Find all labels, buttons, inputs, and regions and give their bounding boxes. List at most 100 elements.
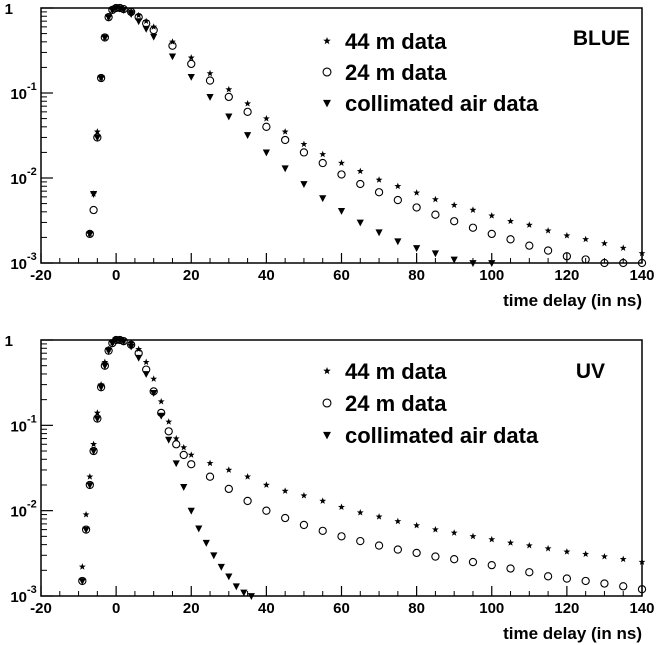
- x-axis-ticks: -20 0 20 40 60 80 100 120 140: [30, 586, 655, 617]
- 24-m-data-point: [205, 472, 215, 481]
- y-tick-exponent: -1: [27, 413, 37, 425]
- 44-m-data-point: [544, 227, 552, 234]
- collimated-air-data-point: [120, 338, 128, 346]
- x-tick-label: -20: [30, 267, 52, 284]
- legend-label: collimated air data: [345, 423, 539, 448]
- legend-label: 44 m data: [345, 29, 447, 54]
- 24-m-data-point: [149, 25, 158, 35]
- y-tick-label: 10: [10, 589, 27, 606]
- 24-m-data-point: [468, 223, 478, 232]
- x-tick-label: 40: [258, 600, 275, 617]
- 44-m-data-point: [356, 167, 364, 175]
- 24-m-data-point: [393, 545, 402, 554]
- 44-m-data-point: [488, 535, 496, 543]
- x-axis-title: time delay (in ns): [503, 291, 642, 310]
- 24-m-data-point: [487, 560, 496, 570]
- 44-m-data-point: [262, 481, 270, 488]
- 44-m-data-point: [375, 513, 383, 520]
- 24-m-data-point: [281, 513, 290, 523]
- 44-m-data-point: [582, 235, 590, 243]
- 24-m-data-point: [506, 235, 515, 244]
- legend-item: 24 m data: [322, 391, 447, 416]
- legend-item: 44 m data: [323, 29, 447, 54]
- 24-m-data-point: [637, 585, 647, 594]
- panel-title: BLUE: [573, 27, 630, 50]
- collimated-air-data-point: [210, 552, 218, 560]
- 24-m-data-point: [468, 557, 478, 567]
- collimated-air-data-point: [97, 75, 105, 82]
- 24-m-data-point: [374, 188, 384, 197]
- collimated-air-data-point: [135, 18, 143, 26]
- 24-m-data-point: [600, 258, 609, 268]
- 44-m-data-point: [431, 195, 439, 203]
- 24-m-data-point: [243, 107, 252, 117]
- collimated-air-data-point: [281, 165, 289, 173]
- collimated-air-data-point: [431, 250, 440, 258]
- x-tick-label: 60: [333, 600, 350, 617]
- collimated-air-data-point: [105, 347, 113, 355]
- collimated-air-data-point: [195, 525, 203, 533]
- 44-m-data-point: [82, 510, 90, 518]
- collimated-air-data-point: [157, 412, 165, 420]
- 44-m-data-point: [319, 150, 327, 158]
- collimated-air-data-point: [375, 229, 383, 237]
- 44-m-data-point: [319, 497, 327, 504]
- collimated-air-data-point: [240, 589, 248, 597]
- 44-m-data-point: [187, 54, 195, 61]
- collimated-air-data-point: [202, 539, 210, 547]
- 44-m-data-point: [450, 201, 458, 209]
- 24-m-data-point: [168, 41, 177, 50]
- collimated-air-data-point: [232, 583, 240, 591]
- legend-item: collimated air data: [323, 91, 539, 116]
- 44-m-data-point: [544, 544, 552, 552]
- 44-m-data-point: [413, 189, 421, 196]
- collimated-air-data-point: [225, 573, 233, 581]
- collimated-air-data-point: [262, 149, 270, 157]
- x-tick-label: 0: [112, 600, 120, 617]
- collimated-air-data-point: [93, 415, 101, 423]
- x-tick-label: 140: [629, 267, 654, 284]
- collimated-air-data-point: [101, 34, 109, 42]
- panel-title: UV: [576, 360, 605, 383]
- 44-m-data-point: [338, 503, 345, 511]
- panel-blue: -20 0 20 40 60 80 100 120 140 110-110-210-3 44 m…: [5, 1, 655, 310]
- 24-m-data-point: [187, 59, 196, 69]
- collimated-air-data-point: [150, 33, 158, 41]
- 24-m-data-point: [205, 76, 215, 85]
- y-tick-exponent: -2: [27, 166, 37, 178]
- 24-m-data-point: [318, 158, 327, 168]
- 44-m-data-point: [86, 473, 94, 480]
- y-tick-exponent: -3: [27, 584, 37, 596]
- collimated-air-data-point: [105, 14, 113, 22]
- collimated-air-data-point: [93, 134, 101, 142]
- 44-m-data-point: [165, 418, 173, 425]
- 24-m-data-point: [172, 440, 181, 449]
- 24-m-data-point: [412, 548, 421, 558]
- legend-item: collimated air data: [323, 423, 539, 448]
- 44-m-data-point: [582, 550, 590, 557]
- 44-m-data-point: [225, 85, 233, 93]
- x-tick-label: 60: [333, 267, 350, 284]
- collimated-air-data-point: [86, 482, 94, 489]
- x-tick-label: 80: [408, 267, 425, 284]
- 24-m-data-point: [619, 258, 628, 268]
- plot-frame: [40, 339, 643, 597]
- 44-m-data-point: [172, 434, 180, 442]
- 24-m-data-point: [543, 572, 553, 581]
- collimated-air-data-point: [187, 507, 195, 515]
- y-axis-ticks: 110-110-210-3: [5, 1, 53, 273]
- 44-m-data-point: [601, 552, 608, 560]
- collimated-air-data-point: [165, 436, 173, 444]
- x-tick-label: 0: [112, 267, 120, 284]
- 44-m-data-legend-point: [323, 367, 331, 375]
- 24-m-data-point: [562, 252, 572, 261]
- 44-m-data-point: [93, 409, 101, 416]
- 24-m-data-point: [581, 255, 590, 264]
- y-tick-label: 10: [10, 504, 27, 521]
- collimated-air-data-point: [225, 113, 233, 121]
- 44-m-data-point: [157, 397, 165, 405]
- 44-m-data-point: [375, 176, 383, 183]
- y-tick-exponent: -2: [27, 499, 37, 511]
- 24-m-data-point: [619, 582, 628, 591]
- x-axis-title: time delay (in ns): [503, 624, 642, 643]
